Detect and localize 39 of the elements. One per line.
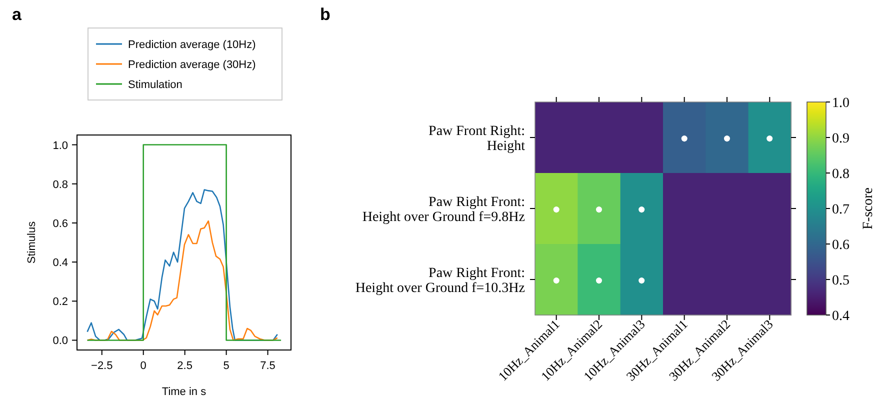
color-bar-title: F-score (861, 188, 873, 230)
x-axis-title: Time in s (162, 386, 207, 398)
x-tick-label: 5 (223, 360, 230, 372)
data-label: ● (722, 130, 732, 146)
color-bar-label: 0.4 (832, 309, 850, 324)
color-bar-label: 0.6 (832, 238, 850, 253)
x-tick-label: 0 (140, 360, 146, 372)
x-tick-label: 2.5 (177, 360, 192, 372)
legend-label: Prediction average (30Hz) (128, 59, 256, 71)
color-bar-label: 0.8 (832, 167, 850, 182)
y-tick-label: Paw Right Front: Height over Ground f=9.8Hz (362, 195, 525, 225)
color-bar-label: 0.7 (832, 202, 850, 218)
y-axis-title: Stimulus (26, 220, 38, 264)
data-label: ● (552, 272, 561, 288)
y-tick-label: 0.6 (52, 218, 68, 230)
data-label: ● (594, 272, 604, 288)
y-tick-label: 0.4 (52, 257, 68, 270)
data-label: ● (680, 130, 689, 146)
y-tick-label: Paw Front Right: Height (428, 124, 526, 154)
color-bar-label: 0.9 (832, 132, 850, 146)
data-label: ● (594, 200, 604, 216)
data-label: ● (637, 272, 646, 288)
data-label: ● (765, 130, 774, 146)
text: b (320, 5, 330, 24)
chart-title: a (12, 5, 22, 24)
color-bar-label: 0.5 (832, 274, 850, 288)
y-tick-label: 0.0 (52, 335, 68, 348)
data-label: ● (552, 200, 561, 216)
y-tick-label: Paw Right Front: Height over Ground f=10.3Hz (355, 266, 525, 296)
x-tick-label: 7.5 (260, 360, 276, 372)
y-tick-label: 0.2 (52, 296, 68, 308)
line-series (86, 189, 278, 341)
y-tick-label: 1.0 (52, 140, 68, 152)
legend-label: Prediction average (10Hz) (128, 39, 256, 51)
legend-label: Stimulation (128, 79, 182, 91)
y-tick-label: 0.8 (52, 178, 68, 191)
color-bar-label: 1.0 (832, 96, 850, 111)
data-label: ● (637, 200, 646, 216)
x-tick-label: −2.5 (91, 360, 113, 372)
